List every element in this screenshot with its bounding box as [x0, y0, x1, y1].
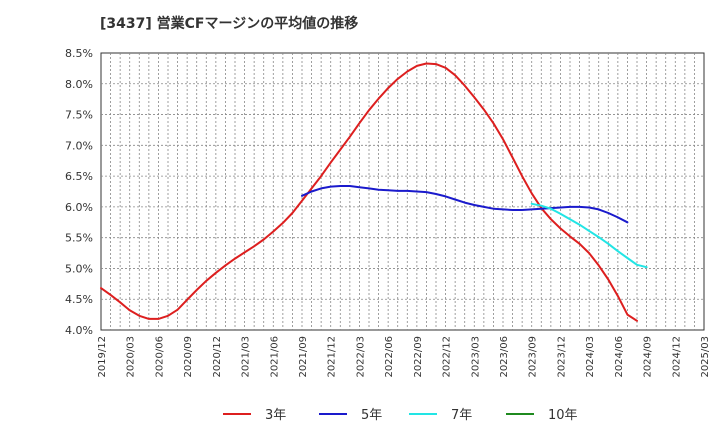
- legend-label: 7年: [451, 408, 472, 423]
- y-tick-label: 6.5%: [65, 170, 93, 183]
- y-tick-label: 4.0%: [65, 324, 93, 337]
- chart-title: [3437] 営業CFマージンの平均値の推移: [100, 15, 358, 32]
- x-tick-label: 2023/06: [499, 336, 510, 378]
- x-tick-label: 2020/09: [183, 336, 194, 378]
- legend-label: 5年: [361, 408, 382, 423]
- series-line-7年: [530, 202, 648, 269]
- legend-label: 10年: [548, 408, 578, 423]
- x-tick-label: 2023/03: [470, 336, 481, 378]
- series-line-5年: [301, 185, 629, 224]
- y-tick-label: 8.5%: [65, 47, 93, 60]
- x-tick-label: 2024/03: [585, 336, 596, 378]
- y-tick-label: 6.0%: [65, 201, 93, 214]
- x-tick-label: 2022/03: [355, 336, 366, 378]
- y-tick-label: 4.5%: [65, 293, 93, 306]
- y-tick-label: 5.0%: [65, 262, 93, 275]
- x-tick-label: 2024/09: [643, 336, 654, 378]
- x-tick-label: 2021/09: [298, 336, 309, 378]
- x-tick-label: 2020/12: [212, 336, 223, 378]
- x-tick-label: 2022/12: [442, 336, 453, 378]
- y-tick-label: 8.0%: [65, 78, 93, 91]
- y-tick-label: 7.5%: [65, 109, 93, 122]
- x-tick-label: 2023/09: [528, 336, 539, 378]
- series-line-3年: [100, 62, 638, 322]
- legend: 3年 5年 7年 10年: [223, 408, 578, 423]
- x-tick-label: 2021/12: [327, 336, 338, 378]
- x-tick-label: 2022/09: [413, 336, 424, 378]
- x-tick-label: 2021/03: [241, 336, 252, 378]
- legend-label: 3年: [265, 408, 286, 423]
- y-tick-label: 5.5%: [65, 232, 93, 245]
- x-tick-label: 2020/03: [126, 336, 137, 378]
- x-tick-label: 2024/06: [614, 336, 625, 378]
- series-lines: [100, 62, 648, 322]
- y-tick-label: 7.0%: [65, 139, 93, 152]
- x-tick-label: 2024/12: [671, 336, 682, 378]
- x-tick-label: 2023/12: [556, 336, 567, 378]
- x-tick-label: 2021/06: [269, 336, 280, 378]
- axes: 4.0% 4.5% 5.0% 5.5% 6.0% 6.5% 7.0% 7.5% 8.0% 8.5%…: [65, 47, 711, 378]
- x-tick-label: 2025/03: [700, 336, 711, 378]
- x-tick-label: 2019/12: [97, 336, 108, 378]
- x-tick-label: 2022/06: [384, 336, 395, 378]
- x-tick-label: 2020/06: [154, 336, 165, 378]
